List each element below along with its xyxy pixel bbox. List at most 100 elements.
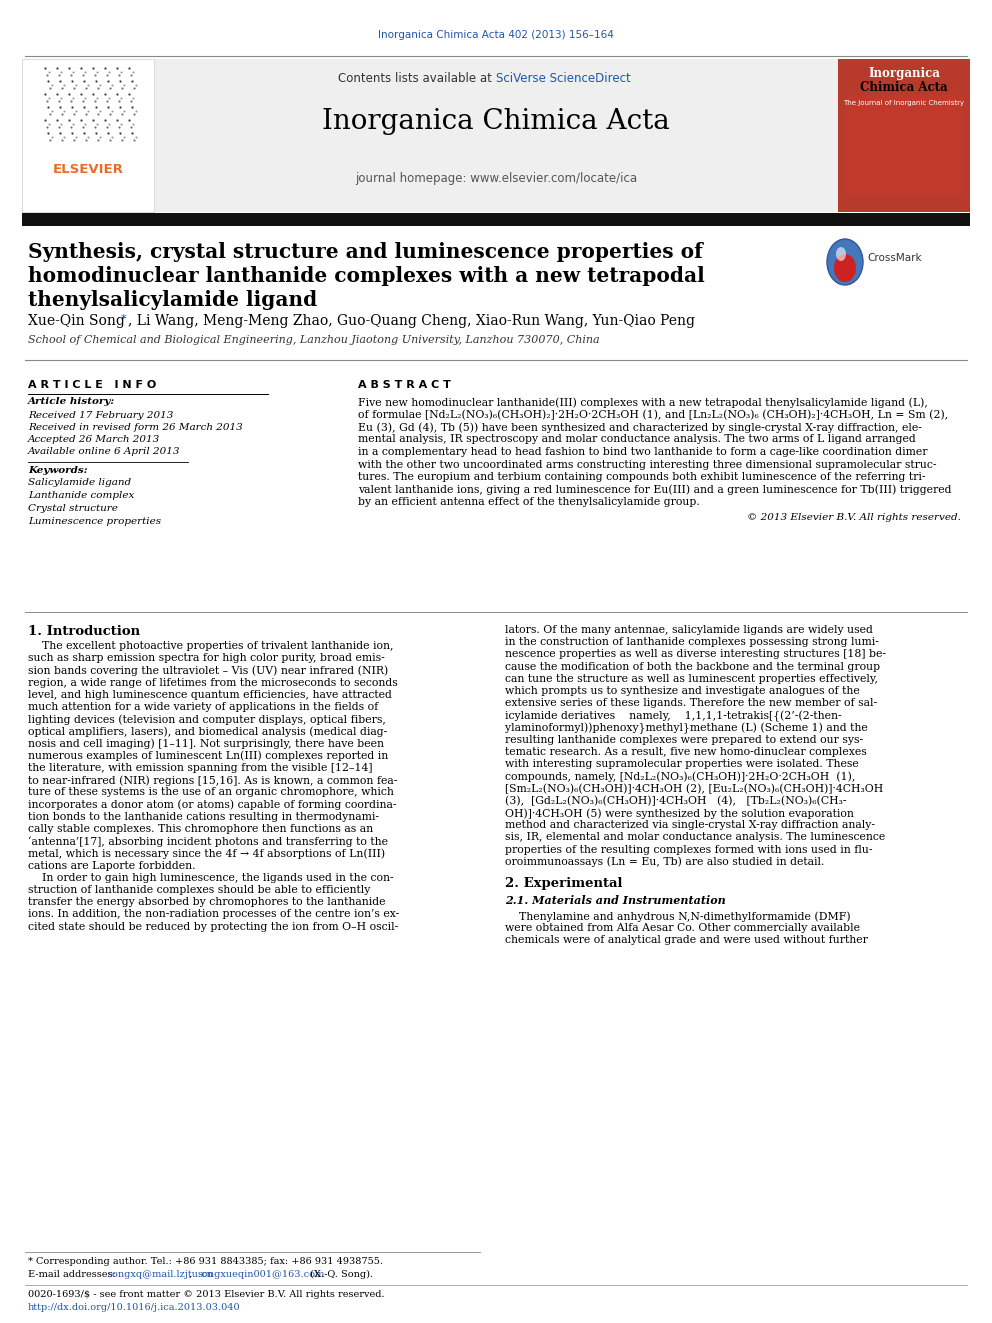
Text: region, a wide range of lifetimes from the microseconds to seconds: region, a wide range of lifetimes from t… [28,677,398,688]
Text: tures. The europium and terbium containing compounds both exhibit luminescence o: tures. The europium and terbium containi… [358,472,926,482]
Text: nescence properties as well as diverse interesting structures [18] be-: nescence properties as well as diverse i… [505,650,886,659]
Text: © 2013 Elsevier B.V. All rights reserved.: © 2013 Elsevier B.V. All rights reserved… [747,513,961,523]
Text: to near-infrared (NIR) regions [15,16]. As is known, a common fea-: to near-infrared (NIR) regions [15,16]. … [28,775,398,786]
Text: * Corresponding author. Tel.: +86 931 8843385; fax: +86 931 4938755.: * Corresponding author. Tel.: +86 931 88… [28,1257,383,1266]
Text: were obtained from Alfa Aesar Co. Other commercially available: were obtained from Alfa Aesar Co. Other … [505,923,860,933]
Text: struction of lanthanide complexes should be able to efficiently: struction of lanthanide complexes should… [28,885,370,894]
Text: compounds, namely, [Nd₂L₂(NO₃)₆(CH₃OH)]·2H₂O·2CH₃OH  (1),: compounds, namely, [Nd₂L₂(NO₃)₆(CH₃OH)]·… [505,771,855,782]
Ellipse shape [836,247,846,261]
Text: Received in revised form 26 March 2013: Received in revised form 26 March 2013 [28,423,243,433]
Text: the literature, with emission spanning from the visible [12–14]: the literature, with emission spanning f… [28,763,373,773]
Text: Inorganica Chimica Acta: Inorganica Chimica Acta [322,108,670,135]
Text: chemicals were of analytical grade and were used without further: chemicals were of analytical grade and w… [505,935,868,946]
Text: 1. Introduction: 1. Introduction [28,624,140,638]
Bar [22,60,154,212]
Text: Synthesis, crystal structure and luminescence properties of: Synthesis, crystal structure and lumines… [28,242,702,262]
Text: Contents lists available at: Contents lists available at [338,71,496,85]
Text: E-mail addresses:: E-mail addresses: [28,1270,119,1279]
Text: Crystal structure: Crystal structure [28,504,118,513]
Text: sis, IR, elemental and molar conductance analysis. The luminescence: sis, IR, elemental and molar conductance… [505,832,885,843]
Text: cations are Laporte forbidden.: cations are Laporte forbidden. [28,860,195,871]
Bar [155,60,838,212]
Text: Inorganica: Inorganica [868,67,940,79]
Text: incorporates a donor atom (or atoms) capable of forming coordina-: incorporates a donor atom (or atoms) cap… [28,799,397,810]
Text: ture of these systems is the use of an organic chromophore, which: ture of these systems is the use of an o… [28,787,394,798]
Text: mental analysis, IR spectroscopy and molar conductance analysis. The two arms of: mental analysis, IR spectroscopy and mol… [358,434,916,445]
Text: much attention for a wide variety of applications in the fields of: much attention for a wide variety of app… [28,703,378,712]
Text: extensive series of these ligands. Therefore the new member of sal-: extensive series of these ligands. There… [505,699,877,708]
Text: Article history:: Article history: [28,397,115,406]
Text: Received 17 February 2013: Received 17 February 2013 [28,411,174,419]
Text: SciVerse ScienceDirect: SciVerse ScienceDirect [496,71,631,85]
Text: 0020-1693/$ - see front matter © 2013 Elsevier B.V. All rights reserved.: 0020-1693/$ - see front matter © 2013 El… [28,1290,385,1299]
Text: Xue-Qin Song: Xue-Qin Song [28,314,125,328]
Text: A B S T R A C T: A B S T R A C T [358,380,451,390]
Text: The Journal of Inorganic Chemistry: The Journal of Inorganic Chemistry [843,101,964,106]
Text: transfer the energy absorbed by chromophores to the lanthanide: transfer the energy absorbed by chromoph… [28,897,386,908]
Bar [845,95,963,194]
Text: Thenylamine and anhydrous N,N-dimethylformamide (DMF): Thenylamine and anhydrous N,N-dimethylfo… [505,912,850,922]
Text: ylaminoformyl))phenoxy}methyl}methane (L) (Scheme 1) and the: ylaminoformyl))phenoxy}methyl}methane (L… [505,722,868,734]
Text: level, and high luminescence quantum efficiencies, have attracted: level, and high luminescence quantum eff… [28,689,392,700]
Text: optical amplifiers, lasers), and biomedical analysis (medical diag-: optical amplifiers, lasers), and biomedi… [28,726,387,737]
Text: 2.1. Materials and Instrumentation: 2.1. Materials and Instrumentation [505,894,726,906]
Text: Lanthanide complex: Lanthanide complex [28,491,134,500]
Text: cally stable complexes. This chromophore then functions as an: cally stable complexes. This chromophore… [28,824,373,833]
Text: cited state should be reduced by protecting the ion from O–H oscil-: cited state should be reduced by protect… [28,922,398,931]
Text: homodinuclear lanthanide complexes with a new tetrapodal: homodinuclear lanthanide complexes with … [28,266,704,286]
Text: tematic research. As a result, five new homo-dinuclear complexes: tematic research. As a result, five new … [505,747,867,757]
Text: Eu (3), Gd (4), Tb (5)) have been synthesized and characterized by single-crysta: Eu (3), Gd (4), Tb (5)) have been synthe… [358,422,922,433]
Text: such as sharp emission spectra for high color purity, broad emis-: such as sharp emission spectra for high … [28,654,385,663]
Text: journal homepage: www.elsevier.com/locate/ica: journal homepage: www.elsevier.com/locat… [355,172,637,185]
Text: songxueqin001@163.com: songxueqin001@163.com [197,1270,324,1279]
Text: Accepted 26 March 2013: Accepted 26 March 2013 [28,435,161,445]
Text: ions. In addition, the non-radiation processes of the centre ion’s ex-: ions. In addition, the non-radiation pro… [28,909,399,919]
Text: can tune the structure as well as luminescent properties effectively,: can tune the structure as well as lumine… [505,673,878,684]
Ellipse shape [827,239,863,284]
Text: ‘antenna’[17], absorbing incident photons and transferring to the: ‘antenna’[17], absorbing incident photon… [28,836,388,847]
Bar [838,60,970,212]
Text: by an efficient antenna effect of the thenylsalicylamide group.: by an efficient antenna effect of the th… [358,497,699,507]
Text: A R T I C L E   I N F O: A R T I C L E I N F O [28,380,157,390]
Text: , Li Wang, Meng-Meng Zhao, Guo-Quang Cheng, Xiao-Run Wang, Yun-Qiao Peng: , Li Wang, Meng-Meng Zhao, Guo-Quang Che… [128,314,695,328]
Text: numerous examples of luminescent Ln(III) complexes reported in: numerous examples of luminescent Ln(III)… [28,750,388,761]
Text: sion bands covering the ultraviolet – Vis (UV) near infrared (NIR): sion bands covering the ultraviolet – Vi… [28,665,388,676]
Text: cause the modification of both the backbone and the terminal group: cause the modification of both the backb… [505,662,880,672]
Text: In order to gain high luminescence, the ligands used in the con-: In order to gain high luminescence, the … [28,873,394,882]
Text: in the construction of lanthanide complexes possessing strong lumi-: in the construction of lanthanide comple… [505,638,879,647]
Text: *: * [121,314,127,324]
Text: (3),  [Gd₂L₂(NO₃)₆(CH₃OH)]·4CH₃OH   (4),   [Tb₂L₂(NO₃)₆(CH₃-: (3), [Gd₂L₂(NO₃)₆(CH₃OH)]·4CH₃OH (4), [T… [505,796,846,806]
Text: in a complementary head to head fashion to bind two lanthanide to form a cage-li: in a complementary head to head fashion … [358,447,928,456]
Text: lators. Of the many antennae, salicylamide ligands are widely used: lators. Of the many antennae, salicylami… [505,624,873,635]
Text: with interesting supramolecular properties were isolated. These: with interesting supramolecular properti… [505,759,859,769]
Text: oroimmunoassays (Ln = Eu, Tb) are also studied in detail.: oroimmunoassays (Ln = Eu, Tb) are also s… [505,857,824,868]
Text: School of Chemical and Biological Engineering, Lanzhou Jiaotong University, Lanz: School of Chemical and Biological Engine… [28,335,599,345]
Ellipse shape [834,254,856,282]
Bar [22,213,970,226]
Text: (X.-Q. Song).: (X.-Q. Song). [307,1270,373,1279]
Text: Luminescence properties: Luminescence properties [28,517,161,527]
Text: Available online 6 April 2013: Available online 6 April 2013 [28,447,181,456]
Text: CrossMark: CrossMark [867,253,922,263]
Text: of formulae [Nd₂L₂(NO₃)₆(CH₃OH)₂]·2H₂O·2CH₃OH (1), and [Ln₂L₂(NO₃)₆ (CH₃OH)₂]·4C: of formulae [Nd₂L₂(NO₃)₆(CH₃OH)₂]·2H₂O·2… [358,410,948,419]
Text: songxq@mail.lzjtu.cn: songxq@mail.lzjtu.cn [107,1270,213,1279]
Text: Five new homodinuclear lanthanide(III) complexes with a new tetrapodal thenylsal: Five new homodinuclear lanthanide(III) c… [358,397,928,407]
Text: [Sm₂L₂(NO₃)₆(CH₃OH)]·4CH₃OH (2), [Eu₂L₂(NO₃)₆(CH₃OH)]·4CH₃OH: [Sm₂L₂(NO₃)₆(CH₃OH)]·4CH₃OH (2), [Eu₂L₂(… [505,783,883,794]
Text: The excellent photoactive properties of trivalent lanthanide ion,: The excellent photoactive properties of … [28,642,394,651]
Text: Inorganica Chimica Acta 402 (2013) 156–164: Inorganica Chimica Acta 402 (2013) 156–1… [378,30,614,40]
Text: which prompts us to synthesize and investigate analogues of the: which prompts us to synthesize and inves… [505,687,860,696]
Text: resulting lanthanide complexes were prepared to extend our sys-: resulting lanthanide complexes were prep… [505,734,863,745]
Text: thenylsalicylamide ligand: thenylsalicylamide ligand [28,290,317,310]
Text: tion bonds to the lanthanide cations resulting in thermodynami-: tion bonds to the lanthanide cations res… [28,812,379,822]
Text: ELSEVIER: ELSEVIER [53,163,123,176]
Text: OH)]·4CH₃OH (5) were synthesized by the solution evaporation: OH)]·4CH₃OH (5) were synthesized by the … [505,808,854,819]
Text: http://dx.doi.org/10.1016/j.ica.2013.03.040: http://dx.doi.org/10.1016/j.ica.2013.03.… [28,1303,241,1312]
Text: Keywords:: Keywords: [28,466,87,475]
Text: icylamide deriatives    namely,    1,1,1,1-tetrakis[{(2’-(2-then-: icylamide deriatives namely, 1,1,1,1-tet… [505,710,841,722]
Text: ,: , [189,1270,195,1279]
Text: method and characterized via single-crystal X-ray diffraction analy-: method and characterized via single-crys… [505,820,875,831]
Text: valent lanthanide ions, giving a red luminescence for Eu(III) and a green lumine: valent lanthanide ions, giving a red lum… [358,484,951,495]
Text: metal, which is necessary since the 4f → 4f absorptions of Ln(III): metal, which is necessary since the 4f →… [28,848,385,859]
Text: Chimica Acta: Chimica Acta [860,81,947,94]
Text: Salicylamide ligand: Salicylamide ligand [28,478,131,487]
